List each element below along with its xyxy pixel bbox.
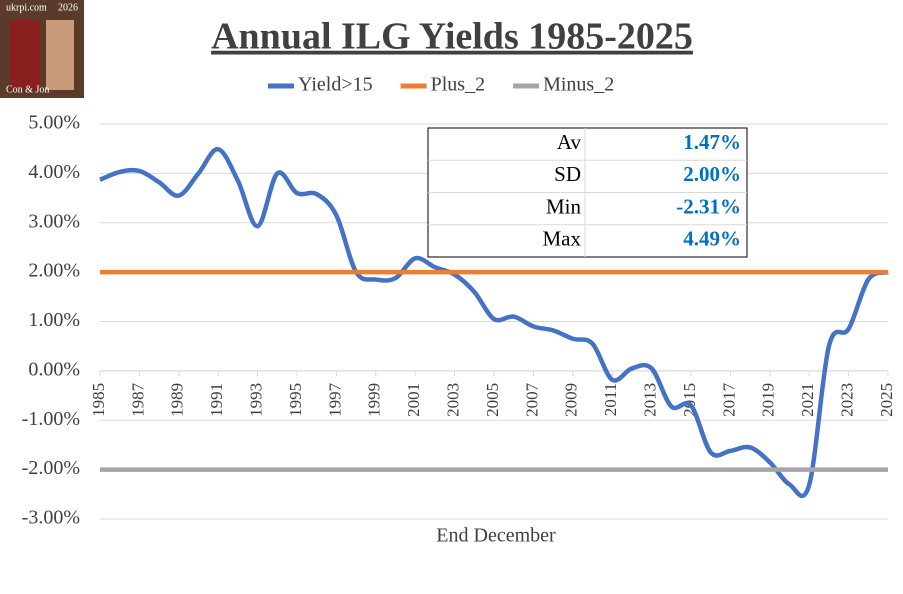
x-tick-label: 2019 bbox=[759, 383, 778, 417]
x-tick-label: 2025 bbox=[877, 383, 896, 417]
y-tick-label: 1.00% bbox=[28, 309, 80, 331]
y-tick-label: -2.00% bbox=[22, 457, 80, 479]
series-line bbox=[99, 146, 889, 499]
stat-value: 1.47% bbox=[683, 130, 741, 154]
stat-value: 2.00% bbox=[683, 162, 741, 186]
logo: ukrpi.com 2026 Con & Jon bbox=[0, 0, 84, 98]
x-tick-label: 2003 bbox=[444, 383, 463, 417]
stat-label: Max bbox=[543, 227, 582, 251]
x-tick-label: 2001 bbox=[404, 383, 423, 417]
stat-value: -2.31% bbox=[676, 194, 741, 218]
logo-figure bbox=[46, 20, 74, 90]
stats-table: Av 1.47% SD 2.00% Min -2.31% Max 4.49% bbox=[427, 127, 748, 258]
x-tick-label: 1995 bbox=[286, 383, 305, 417]
x-tick-label: 2009 bbox=[562, 383, 581, 417]
logo-text: ukrpi.com bbox=[6, 2, 47, 13]
logo-figure bbox=[10, 20, 40, 90]
x-tick-label: 2023 bbox=[838, 383, 857, 417]
chart-title: Annual ILG Yields 1985-2025 bbox=[211, 16, 693, 58]
stat-label: Min bbox=[546, 194, 582, 218]
y-tick-label: 5.00% bbox=[28, 112, 80, 134]
stat-label: SD bbox=[554, 162, 581, 186]
legend-label: Minus_2 bbox=[543, 74, 614, 96]
x-tick-label: 2013 bbox=[641, 383, 660, 417]
x-tick-label: 1985 bbox=[89, 383, 108, 417]
legend-label: Plus_2 bbox=[431, 74, 485, 96]
y-tick-label: 3.00% bbox=[28, 210, 80, 232]
x-tick-label: 2005 bbox=[483, 383, 502, 417]
logo-text: 2026 bbox=[58, 2, 78, 13]
x-tick-label: 1993 bbox=[247, 383, 266, 417]
stat-label: Av bbox=[557, 130, 582, 154]
y-tick-label: 4.00% bbox=[28, 161, 80, 183]
stat-value: 4.49% bbox=[683, 227, 741, 251]
logo-text: Con & Jon bbox=[6, 84, 49, 95]
x-tick-label: 1989 bbox=[168, 383, 187, 417]
y-tick-label: 0.00% bbox=[28, 358, 80, 380]
y-tick-label: 2.00% bbox=[28, 260, 80, 282]
x-tick-label: 1997 bbox=[325, 382, 344, 417]
x-tick-label: 2017 bbox=[719, 382, 738, 417]
x-tick-label: 1987 bbox=[128, 382, 147, 417]
x-tick-label: 2011 bbox=[601, 383, 620, 416]
legend-label: Yield>15 bbox=[298, 74, 373, 96]
x-tick-label: 1991 bbox=[207, 383, 226, 417]
y-tick-label: -1.00% bbox=[22, 408, 80, 430]
x-tick-label: 2021 bbox=[798, 383, 817, 417]
legend: Yield>15 Plus_2 Minus_2 bbox=[268, 74, 614, 96]
x-axis-title: End December bbox=[436, 525, 556, 547]
x-tick-label: 2007 bbox=[522, 382, 541, 417]
y-tick-label: -3.00% bbox=[22, 507, 80, 529]
x-tick-label: 1999 bbox=[365, 383, 384, 417]
plot: -3.00% -2.00% -1.00% 0.00% 1.00% 2.00% 3.00% 4.… bbox=[22, 112, 896, 529]
